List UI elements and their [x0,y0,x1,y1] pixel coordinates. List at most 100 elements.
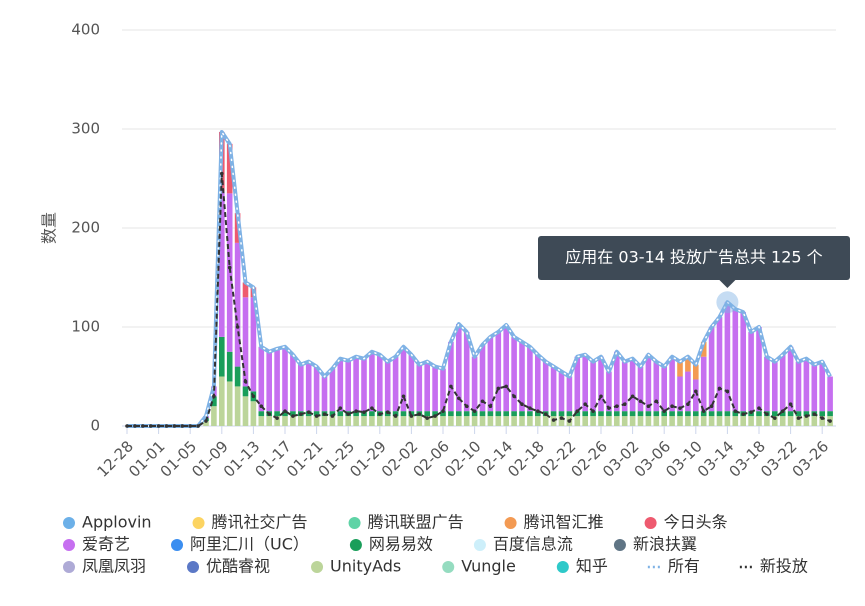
bar-segment [337,416,344,426]
line-point [457,396,461,401]
bar-segment [400,346,407,412]
legend-label: 凤凰凤羽 [82,557,146,576]
bar-segment [827,376,833,412]
bar-segment [353,411,359,417]
legend-marker [644,517,657,529]
line-point [528,406,532,410]
legend-label: 优酷睿视 [206,557,270,576]
line-point [733,409,738,413]
legend-label: 腾讯联盟广告 [368,513,464,532]
line-point [472,409,477,413]
line-point [283,409,287,413]
line-point [804,414,809,418]
legend-label: UnityAds [330,557,401,576]
bar-segment [266,351,272,412]
line-point [267,412,272,416]
line-point [630,394,635,399]
bar-segment [693,416,699,426]
bar-segment [384,361,391,412]
legend-label: 百度信息流 [493,535,573,554]
bar-segment [661,366,667,412]
bar-segment [353,356,359,412]
bar-segment [685,356,691,372]
line-point [694,389,698,394]
bar-segment [305,361,312,412]
line-point [220,171,224,176]
line-point [354,409,358,413]
bar-segment [353,416,359,426]
line-point [188,424,192,428]
bar-segment [242,386,249,397]
bar-segment [677,416,683,426]
legend-marker [311,561,324,573]
bar-segment [811,416,818,426]
bar-segment [732,416,739,426]
bar-segment [724,302,731,412]
line-point [599,394,603,399]
bar-segment [266,416,272,426]
line-point [330,414,335,418]
bar-segment [377,354,383,412]
bar-segment [621,416,628,426]
line-point [148,424,153,428]
legend-marker [556,561,569,573]
line-point [243,379,248,384]
bar-segment [211,396,217,407]
bar-segment [274,348,280,412]
bar-segment [258,346,265,412]
bar-segment [329,411,336,417]
legend-item: 百度信息流 [473,535,573,554]
line-point [496,386,501,391]
bar-segment [574,411,581,417]
bar-segment [819,416,825,426]
bar-segment [590,361,596,412]
bar-segment [321,376,328,412]
y-tick-label: 200 [71,219,100,237]
line-point [172,424,177,428]
bar-segment [337,411,344,417]
bar-segment [606,411,612,417]
legend-marker [171,539,184,551]
bar-segment [329,368,336,412]
bar-segment [614,411,620,417]
bar-segment [305,416,312,426]
bar-segment [369,411,375,417]
bar-segment [677,376,683,412]
bar-segment [598,411,604,417]
bar-segment [779,354,786,412]
legend-label: 网易易效 [369,535,433,554]
bar-segment [471,356,478,412]
line-point [338,406,343,410]
bar-segment [653,411,660,417]
legend-label: 所有 [668,557,700,576]
bar-segment [669,356,675,412]
bar-segment [448,341,454,412]
bar-segment [432,416,438,426]
bar-segment [629,358,636,412]
bar-segment [290,411,296,417]
line-point [717,386,722,391]
bar-segment [298,416,304,426]
bar-segment [226,351,233,382]
legend-label: 新投放 [760,557,808,576]
bar-segment [700,341,707,357]
bar-segment [629,416,636,426]
bar-segment [329,416,336,426]
bar-segment [677,411,683,417]
bar-segment [764,416,770,426]
bar-segment [392,356,399,412]
line-point [322,412,327,416]
legend-label: 今日头条 [664,513,728,532]
x-tick-label: 03-26 [789,437,833,481]
bar-segment [582,354,588,412]
bar-segment [598,416,604,426]
bar-segment [242,297,249,387]
line-point [401,394,406,399]
line-point [543,412,548,416]
bar-segment [740,312,746,412]
bar-segment [400,411,407,417]
bar-segment [377,416,383,426]
hover-marker [716,291,739,314]
legend-item: 今日头条 [644,513,728,532]
bar-segment [558,371,565,412]
